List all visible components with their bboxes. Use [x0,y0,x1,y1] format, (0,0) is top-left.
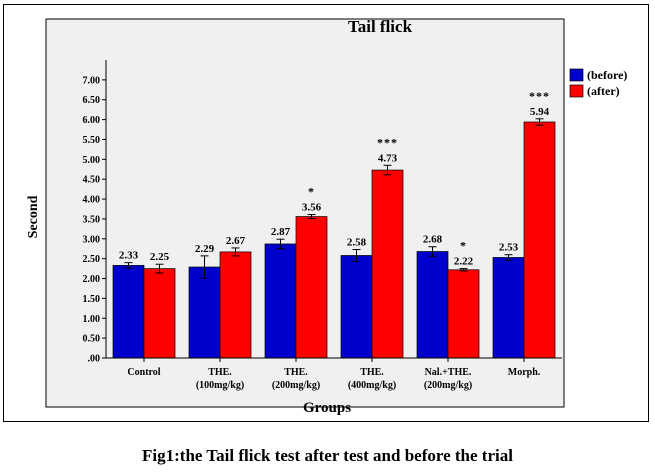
bar [340,255,373,359]
y-tick-label: 5.50 [83,135,101,146]
data-label: 2.25 [150,251,170,263]
legend: (before) (after) [569,68,627,98]
y-tick-label: 0.50 [83,334,101,345]
data-label: 2.68 [423,234,443,246]
bar [143,268,176,359]
y-tick-label: 1.00 [83,314,101,325]
bar [492,257,525,359]
y-axis: .00 0.50 1.00 1.50 2.00 2.50 3.00 3.50 4.00 4.50 5… [83,60,107,365]
x-tick-label-line: (400mg/kg) [348,380,396,391]
bar [264,243,297,359]
figure-frame: Tail flick Second Groups .00 0.50 1.00 1.50… [3,4,649,422]
x-tick-label: Nal.+THE. (200mg/kg) [424,367,472,391]
data-label: 3.56 [302,202,322,214]
y-tick-label: 4.00 [83,195,101,206]
y-tick-label: .00 [88,354,101,365]
x-tick-label-line: Nal.+THE. [425,367,472,378]
bar [447,269,480,359]
x-tick-label-line: Morph. [508,367,541,378]
bar-chart: Tail flick Second Groups .00 0.50 1.00 1.50… [26,17,627,416]
legend-swatch [569,84,584,98]
significance-label: *** [377,135,398,149]
figure-caption: Fig1:the Tail flick test after test and … [142,446,513,465]
chart-title: Tail flick [348,17,413,36]
y-tick-label: 7.00 [83,75,101,86]
data-label: 2.53 [499,242,519,254]
x-tick-label: THE. (400mg/kg) [348,367,396,391]
x-tick-label: THE. (100mg/kg) [196,367,244,391]
y-tick-label: 2.00 [83,274,101,285]
legend-swatch [569,68,584,82]
x-tick-label: THE. (200mg/kg) [272,367,320,391]
y-axis-label: Second [26,195,41,238]
y-tick-label: 4.50 [83,175,101,186]
x-tick-label-line: (100mg/kg) [196,380,244,391]
y-tick-label: 5.00 [83,155,101,166]
x-tick-label-line: Control [127,367,160,378]
significance-label: * [460,239,467,253]
data-label: 5.94 [530,106,550,118]
bar [219,251,252,359]
x-tick-label-line: THE. [360,367,384,378]
y-tick-label: 3.00 [83,234,101,245]
bar [112,265,145,359]
significance-label: *** [529,89,550,103]
y-tick-label: 1.50 [83,294,101,305]
y-tick-label: 6.00 [83,115,101,126]
x-tick-label-line: THE. [284,367,308,378]
bar [188,266,221,359]
bar [523,121,556,359]
data-label: 4.73 [378,152,398,164]
bar [295,216,328,359]
legend-label: (before) [587,68,627,82]
x-tick-label-line: (200mg/kg) [272,380,320,391]
x-tick-label: Control [127,367,160,378]
legend-label: (after) [587,84,620,98]
data-label: 2.87 [271,226,291,238]
data-label: 2.58 [347,237,367,249]
significance-label: * [308,185,315,199]
y-tick-label: 3.50 [83,214,101,225]
x-axis: Control THE. (100mg/kg) THE. (200mg/kg) THE. (… [106,357,562,391]
data-label: 2.67 [226,235,246,247]
data-label: 2.33 [119,250,139,262]
y-tick-label: 2.50 [83,254,101,265]
bar [416,251,449,359]
x-axis-label: Groups [303,400,351,416]
x-tick-label-line: THE. [208,367,232,378]
data-label: 2.22 [454,256,474,268]
y-tick-label: 6.50 [83,95,101,106]
x-tick-label: Morph. [508,367,541,378]
x-tick-label-line: (200mg/kg) [424,380,472,391]
data-label: 2.29 [195,243,215,255]
bar [371,169,404,359]
